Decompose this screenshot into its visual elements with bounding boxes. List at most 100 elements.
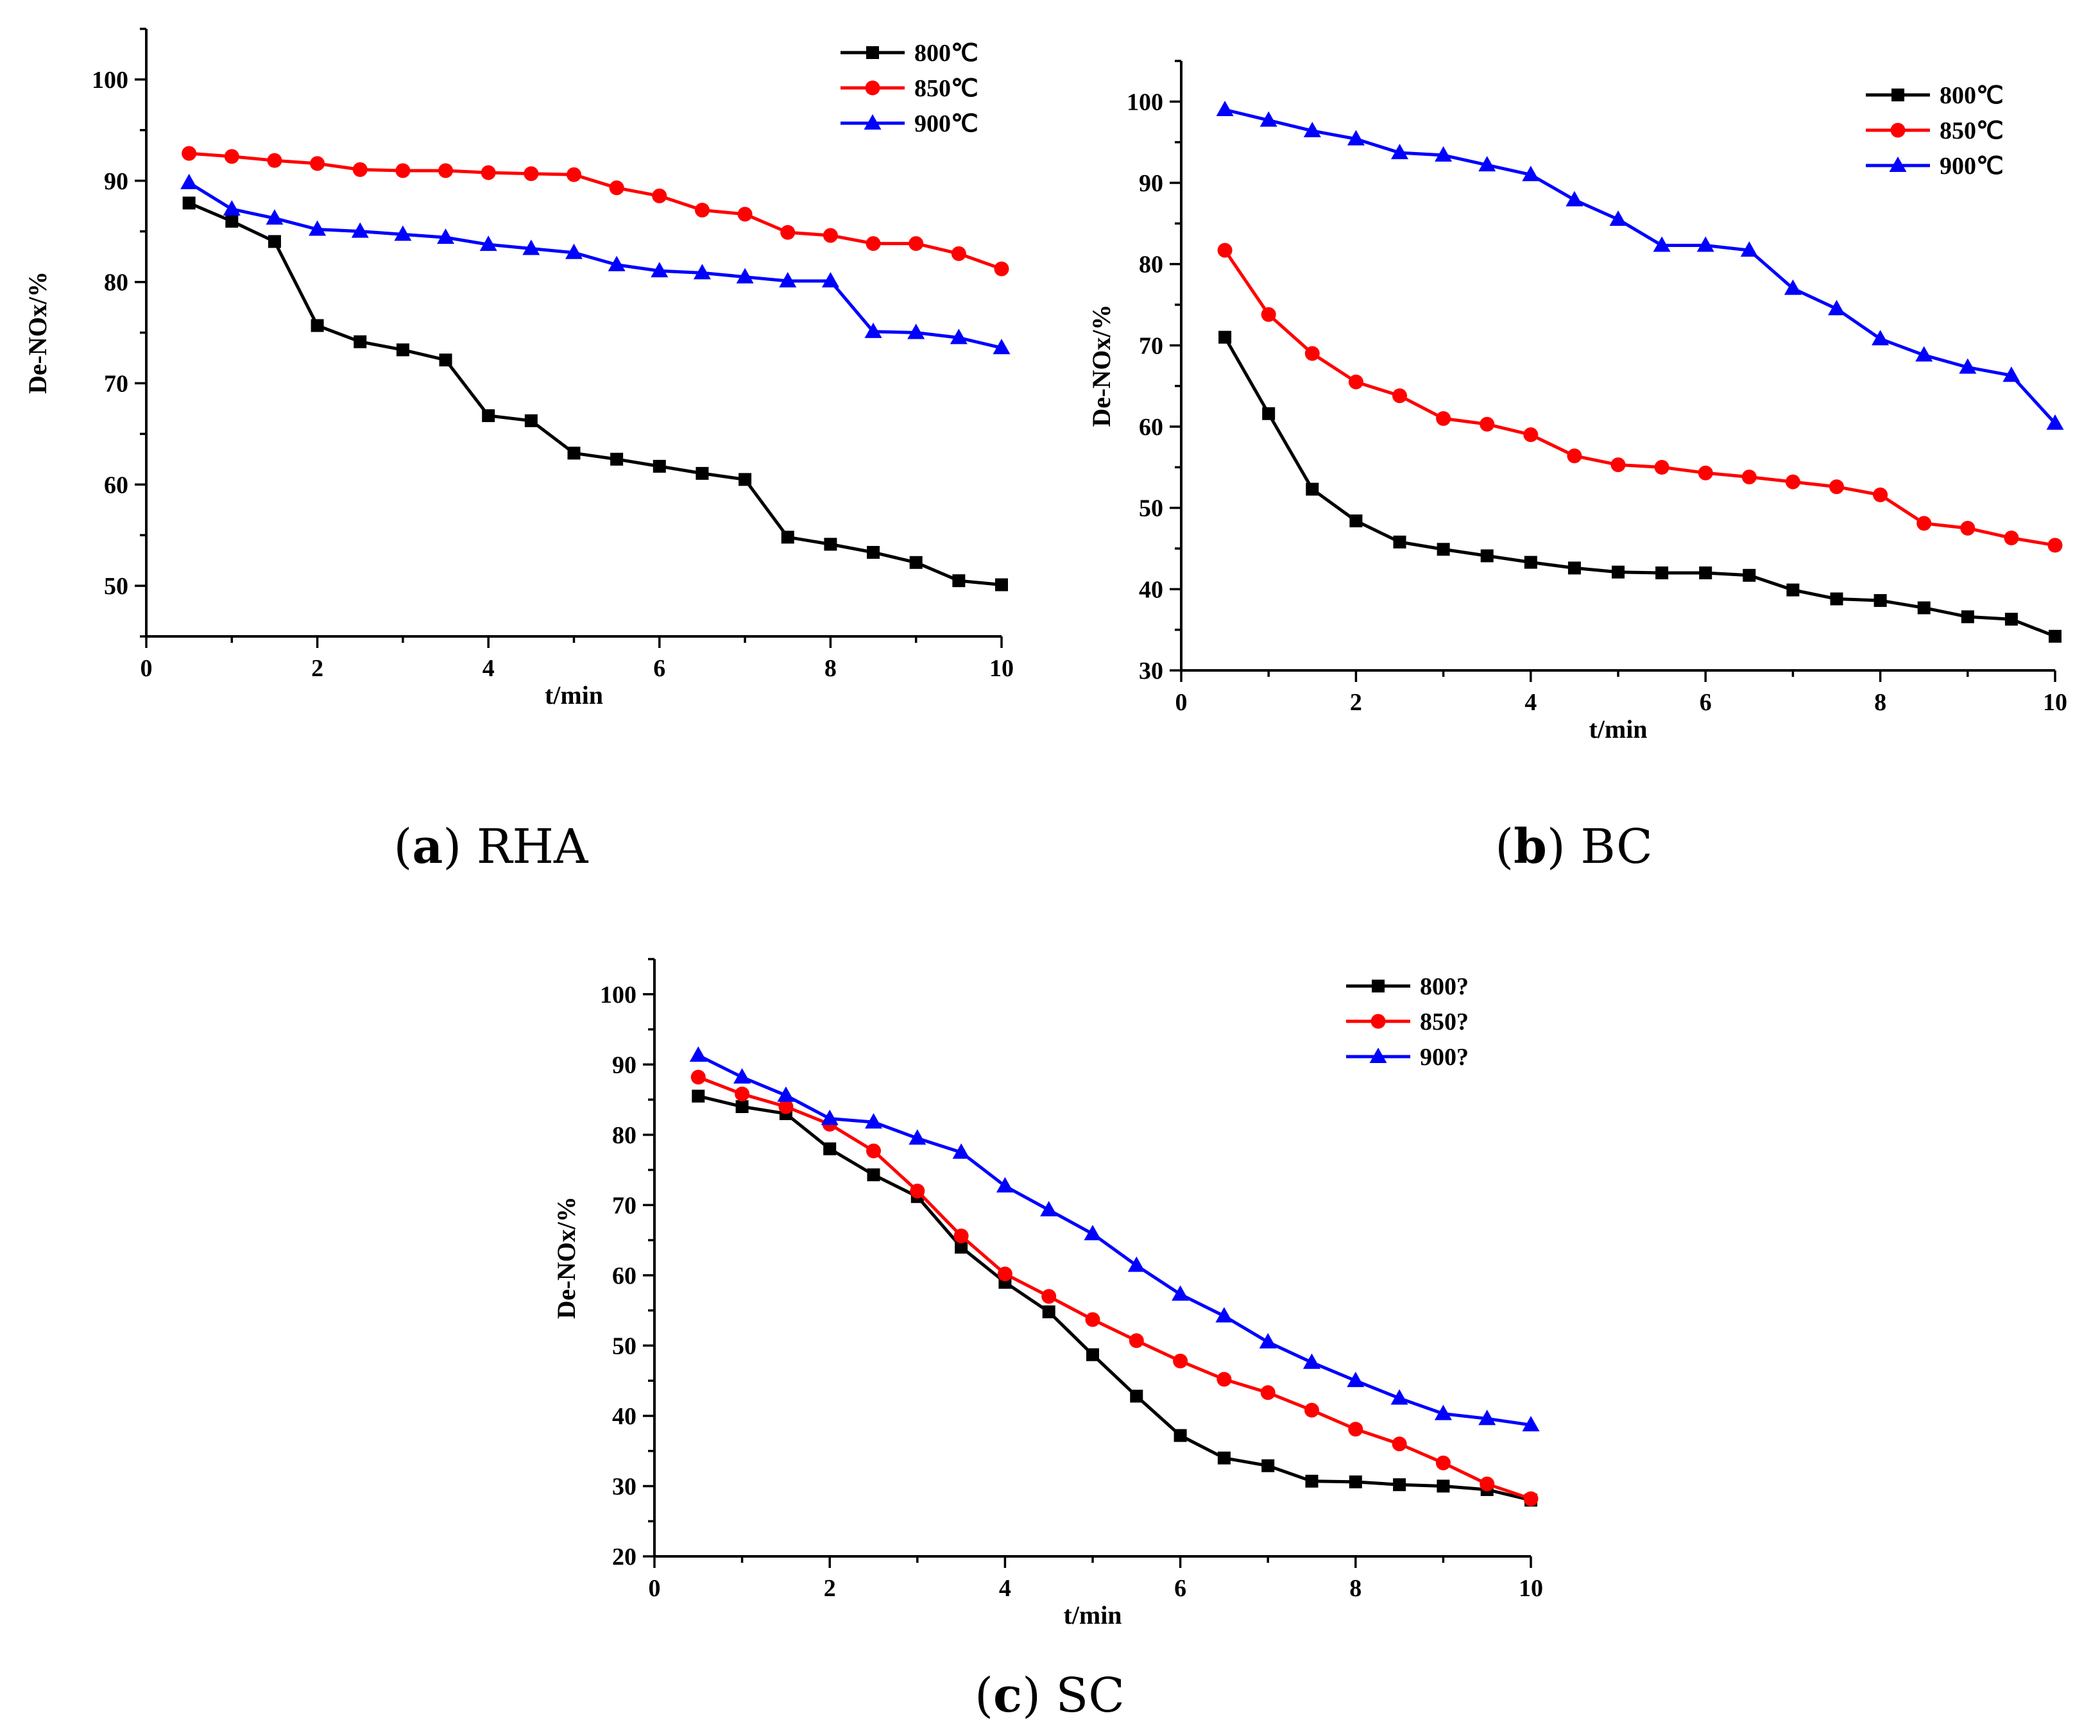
chart-a-y-tick-label: 50 xyxy=(104,573,128,600)
chart-b-series-0-point xyxy=(1612,565,1625,579)
chart-a-series-2-point xyxy=(351,222,369,238)
chart-b-series-0-point xyxy=(1306,482,1319,496)
chart-b-series-1-point xyxy=(2004,531,2019,546)
chart-b-x-tick-label: 0 xyxy=(1175,689,1188,716)
chart-b-series-2-point xyxy=(1435,146,1453,162)
chart-c-series-2-point xyxy=(1127,1256,1145,1272)
chart-c-series-0-point xyxy=(1393,1478,1406,1492)
chart-a-series-1-point xyxy=(737,207,753,222)
chart-c-series-2-point xyxy=(733,1068,751,1084)
caption-c-letter: c xyxy=(993,1668,1022,1723)
chart-a-series-2-point xyxy=(565,243,583,259)
chart-c-x-axis-title: t/min xyxy=(1063,1601,1122,1630)
chart-c-series-2-point xyxy=(777,1086,795,1102)
chart-a-series-0-point xyxy=(653,459,666,473)
chart-b-legend-marker-2 xyxy=(1889,157,1907,172)
chart-a-series-0-point xyxy=(439,353,452,367)
chart-a-y-tick-label: 60 xyxy=(104,472,128,498)
chart-b-series-2-point xyxy=(2046,414,2064,430)
chart-b-series-0-point xyxy=(1567,561,1581,575)
chart-a-series-2-point xyxy=(651,262,669,278)
chart-a-series-1-point xyxy=(609,180,624,196)
chart-b-series-0-point xyxy=(1480,549,1494,563)
chart-b-y-tick-label: 90 xyxy=(1139,170,1163,197)
chart-b-series-1-point xyxy=(1873,487,1888,502)
chart-b-y-tick-label: 50 xyxy=(1139,495,1163,522)
chart-a-series-1-point xyxy=(823,228,838,243)
chart-a-series-0-point xyxy=(225,214,239,228)
chart-b-series-0-point xyxy=(1524,556,1537,569)
chart-a-series-2-point xyxy=(821,272,839,288)
chart-c-series-1-point xyxy=(1260,1385,1276,1400)
chart-c-legend-label-0: 800? xyxy=(1420,973,1469,1000)
chart-b-legend-marker-0 xyxy=(1891,89,1904,101)
chart-a-series-0-point xyxy=(738,473,752,486)
chart-a-series-0-point xyxy=(311,319,324,332)
chart-b-series-0-point xyxy=(1786,583,1800,597)
chart-a-x-tick-label: 8 xyxy=(824,655,837,682)
chart-c-series-2-point xyxy=(1434,1404,1452,1420)
chart-b-series-1-point xyxy=(1654,459,1669,475)
chart-c-series-2-point xyxy=(996,1177,1014,1193)
chart-b-y-tick-label: 60 xyxy=(1139,414,1163,441)
chart-c-series-0-point xyxy=(1305,1474,1319,1488)
chart-c-series-0-point xyxy=(1130,1390,1143,1403)
chart-b-x-tick-label: 4 xyxy=(1524,689,1537,716)
chart-c-series-1-point xyxy=(1304,1402,1319,1418)
chart-b-series-0-point xyxy=(1349,514,1363,527)
chart-c-series-2-point xyxy=(1303,1353,1320,1369)
chart-a-series-0-point xyxy=(867,545,880,559)
chart-a-series-0-point xyxy=(354,335,367,348)
chart-a-series-2-point xyxy=(180,173,198,189)
chart-a-x-tick-label: 0 xyxy=(141,655,153,682)
caption-b-text: BC xyxy=(1580,819,1652,874)
chart-c-legend-marker-1 xyxy=(1370,1014,1386,1029)
chart-b-series-1-point xyxy=(1916,516,1932,531)
chart-a-series-2-point xyxy=(907,323,925,339)
chart-b-y-tick-label: 100 xyxy=(1127,89,1163,115)
chart-b-series-2-point xyxy=(1609,210,1627,226)
chart-c-legend-marker-2 xyxy=(1369,1048,1387,1063)
chart-c-series-2-point xyxy=(1040,1201,1058,1217)
chart-b-series-1-point xyxy=(1960,520,1976,536)
chart-b-legend-label-1: 850℃ xyxy=(1940,117,2004,144)
chart-b-series-2-point xyxy=(1303,121,1321,137)
chart-a-x-tick-label: 6 xyxy=(653,655,665,682)
chart-a-series-0-point xyxy=(182,196,196,210)
chart-b-series-2-point xyxy=(1347,130,1365,146)
chart-c-series-0-point xyxy=(867,1168,880,1182)
chart-c-series-1-point xyxy=(866,1143,881,1159)
chart-c-y-tick-label: 60 xyxy=(612,1263,636,1289)
chart-b-series-1-point xyxy=(1261,307,1276,322)
chart-b-series-1-point xyxy=(1567,448,1582,464)
chart-c-series-1-point xyxy=(1480,1476,1495,1492)
chart-c-y-tick-label: 30 xyxy=(612,1473,636,1500)
chart-a-series-0-point xyxy=(995,578,1008,591)
chart-a-series-0-point xyxy=(696,466,709,480)
chart-b-series-2-point xyxy=(1740,241,1758,257)
chart-a-y-tick-label: 70 xyxy=(104,370,128,397)
chart-a-series-1-point xyxy=(438,163,454,178)
chart-c-series-0-point xyxy=(823,1142,837,1155)
chart-c-legend-label-1: 850? xyxy=(1420,1008,1469,1035)
chart-a-series-1-point xyxy=(524,166,539,182)
chart-a-series-2-point xyxy=(950,328,968,345)
chart-c-series-1-point xyxy=(1041,1289,1057,1304)
chart-a-series-1-point xyxy=(567,167,581,182)
chart-a-x-tick-label: 10 xyxy=(989,655,1014,682)
caption-a-letter: a xyxy=(412,819,443,874)
chart-c-series-2-point xyxy=(1347,1372,1365,1388)
chart-a-series-2-point xyxy=(437,228,455,244)
chart-a-series-1-point xyxy=(267,153,282,168)
chart-b-y-tick-label: 70 xyxy=(1139,332,1163,359)
chart-b-y-tick-label: 30 xyxy=(1139,658,1163,685)
chart-c-series-1-point xyxy=(1392,1436,1407,1452)
chart-b-series-1-point xyxy=(1436,411,1451,426)
chart-c-series-1-point xyxy=(997,1266,1012,1282)
chart-b-series-2-point xyxy=(1959,358,1977,374)
chart-c-y-tick-label: 70 xyxy=(612,1192,636,1219)
chart-c-series-1-point xyxy=(735,1086,750,1102)
chart-c-x-tick-label: 10 xyxy=(1519,1575,1543,1602)
chart-c-x-tick-label: 2 xyxy=(824,1575,836,1602)
